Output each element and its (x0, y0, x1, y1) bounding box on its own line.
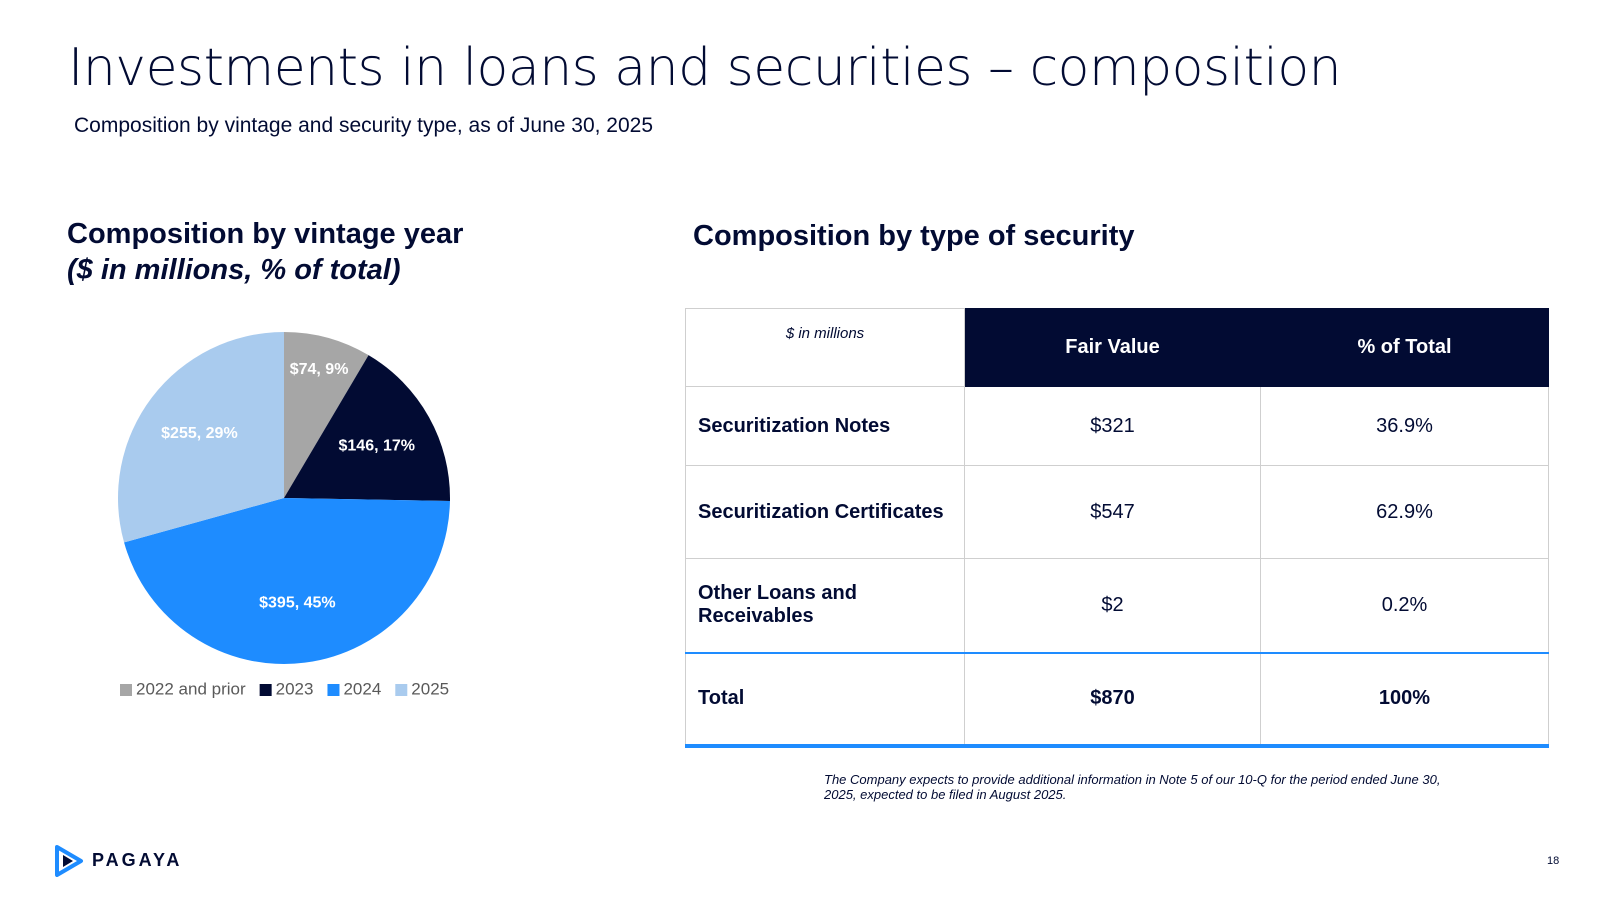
cell: 100% (1260, 651, 1549, 748)
header-cell: % of Total (1260, 308, 1549, 387)
legend-label: 2024 (343, 679, 381, 698)
page-number: 18 (1547, 855, 1560, 867)
legend-swatch (395, 684, 408, 696)
table: $ in millions Fair Value% of Total Securit… (685, 308, 1549, 748)
header-cell: Fair Value (964, 308, 1261, 387)
footnote: The Company expects to provide additiona… (824, 772, 1441, 802)
table-title: Composition by type of security (693, 220, 1135, 252)
legend-swatch (120, 684, 132, 696)
data-label: $74, 9% (290, 361, 349, 378)
data-label: $395, 45% (259, 595, 336, 612)
table-row: $ in millions Fair Value% of Total (685, 308, 1549, 387)
cell: $547 (964, 465, 1261, 559)
cell: $2 (964, 558, 1261, 653)
table-row: Securitization Notes $321 36.9% (685, 386, 1549, 466)
table-row: Other Loans and Receivables $2 0.2% (685, 558, 1549, 653)
pie-chart: $74, 9% $146, 17% $395, 45% $255, 29% 2022 a… (118, 332, 450, 698)
legend-label: 2025 (411, 679, 449, 698)
cell: Other Loans and Receivables (685, 558, 965, 653)
cell: Securitization Notes (685, 386, 965, 466)
chart-subtitle: ($ in millions, % of total) (67, 254, 401, 286)
pie-slice (284, 332, 369, 498)
data-label: $255, 29% (161, 425, 238, 442)
logo-text: PAGAYA (92, 850, 183, 870)
pie-slice (124, 498, 450, 664)
cell: $321 (964, 386, 1261, 466)
cell: Total (685, 651, 965, 748)
table-row: Securitization Certificates $547 62.9% (685, 465, 1549, 559)
data-label: $146, 17% (339, 437, 416, 454)
cell: Securitization Certificates (685, 465, 965, 559)
cell: 36.9% (1260, 386, 1549, 466)
pie-slice (118, 332, 285, 543)
table-row: Total $870 100% (685, 651, 1549, 748)
cell: $870 (964, 651, 1261, 748)
header-cell: $ in millions (685, 308, 965, 387)
pie-slice (284, 355, 450, 501)
legend-swatch (259, 684, 272, 696)
subtitle: Composition by vintage and security type… (74, 114, 654, 137)
legend-label: 2022 and prior (136, 679, 246, 698)
legend-label: 2023 (276, 679, 314, 698)
logo-icon (55, 845, 83, 877)
legend-swatch (327, 684, 340, 696)
chart-title: Composition by vintage year (67, 218, 464, 250)
cell: 0.2% (1260, 558, 1549, 653)
title: Investments in loans and securities – co… (68, 38, 1342, 98)
cell: 62.9% (1260, 465, 1549, 559)
